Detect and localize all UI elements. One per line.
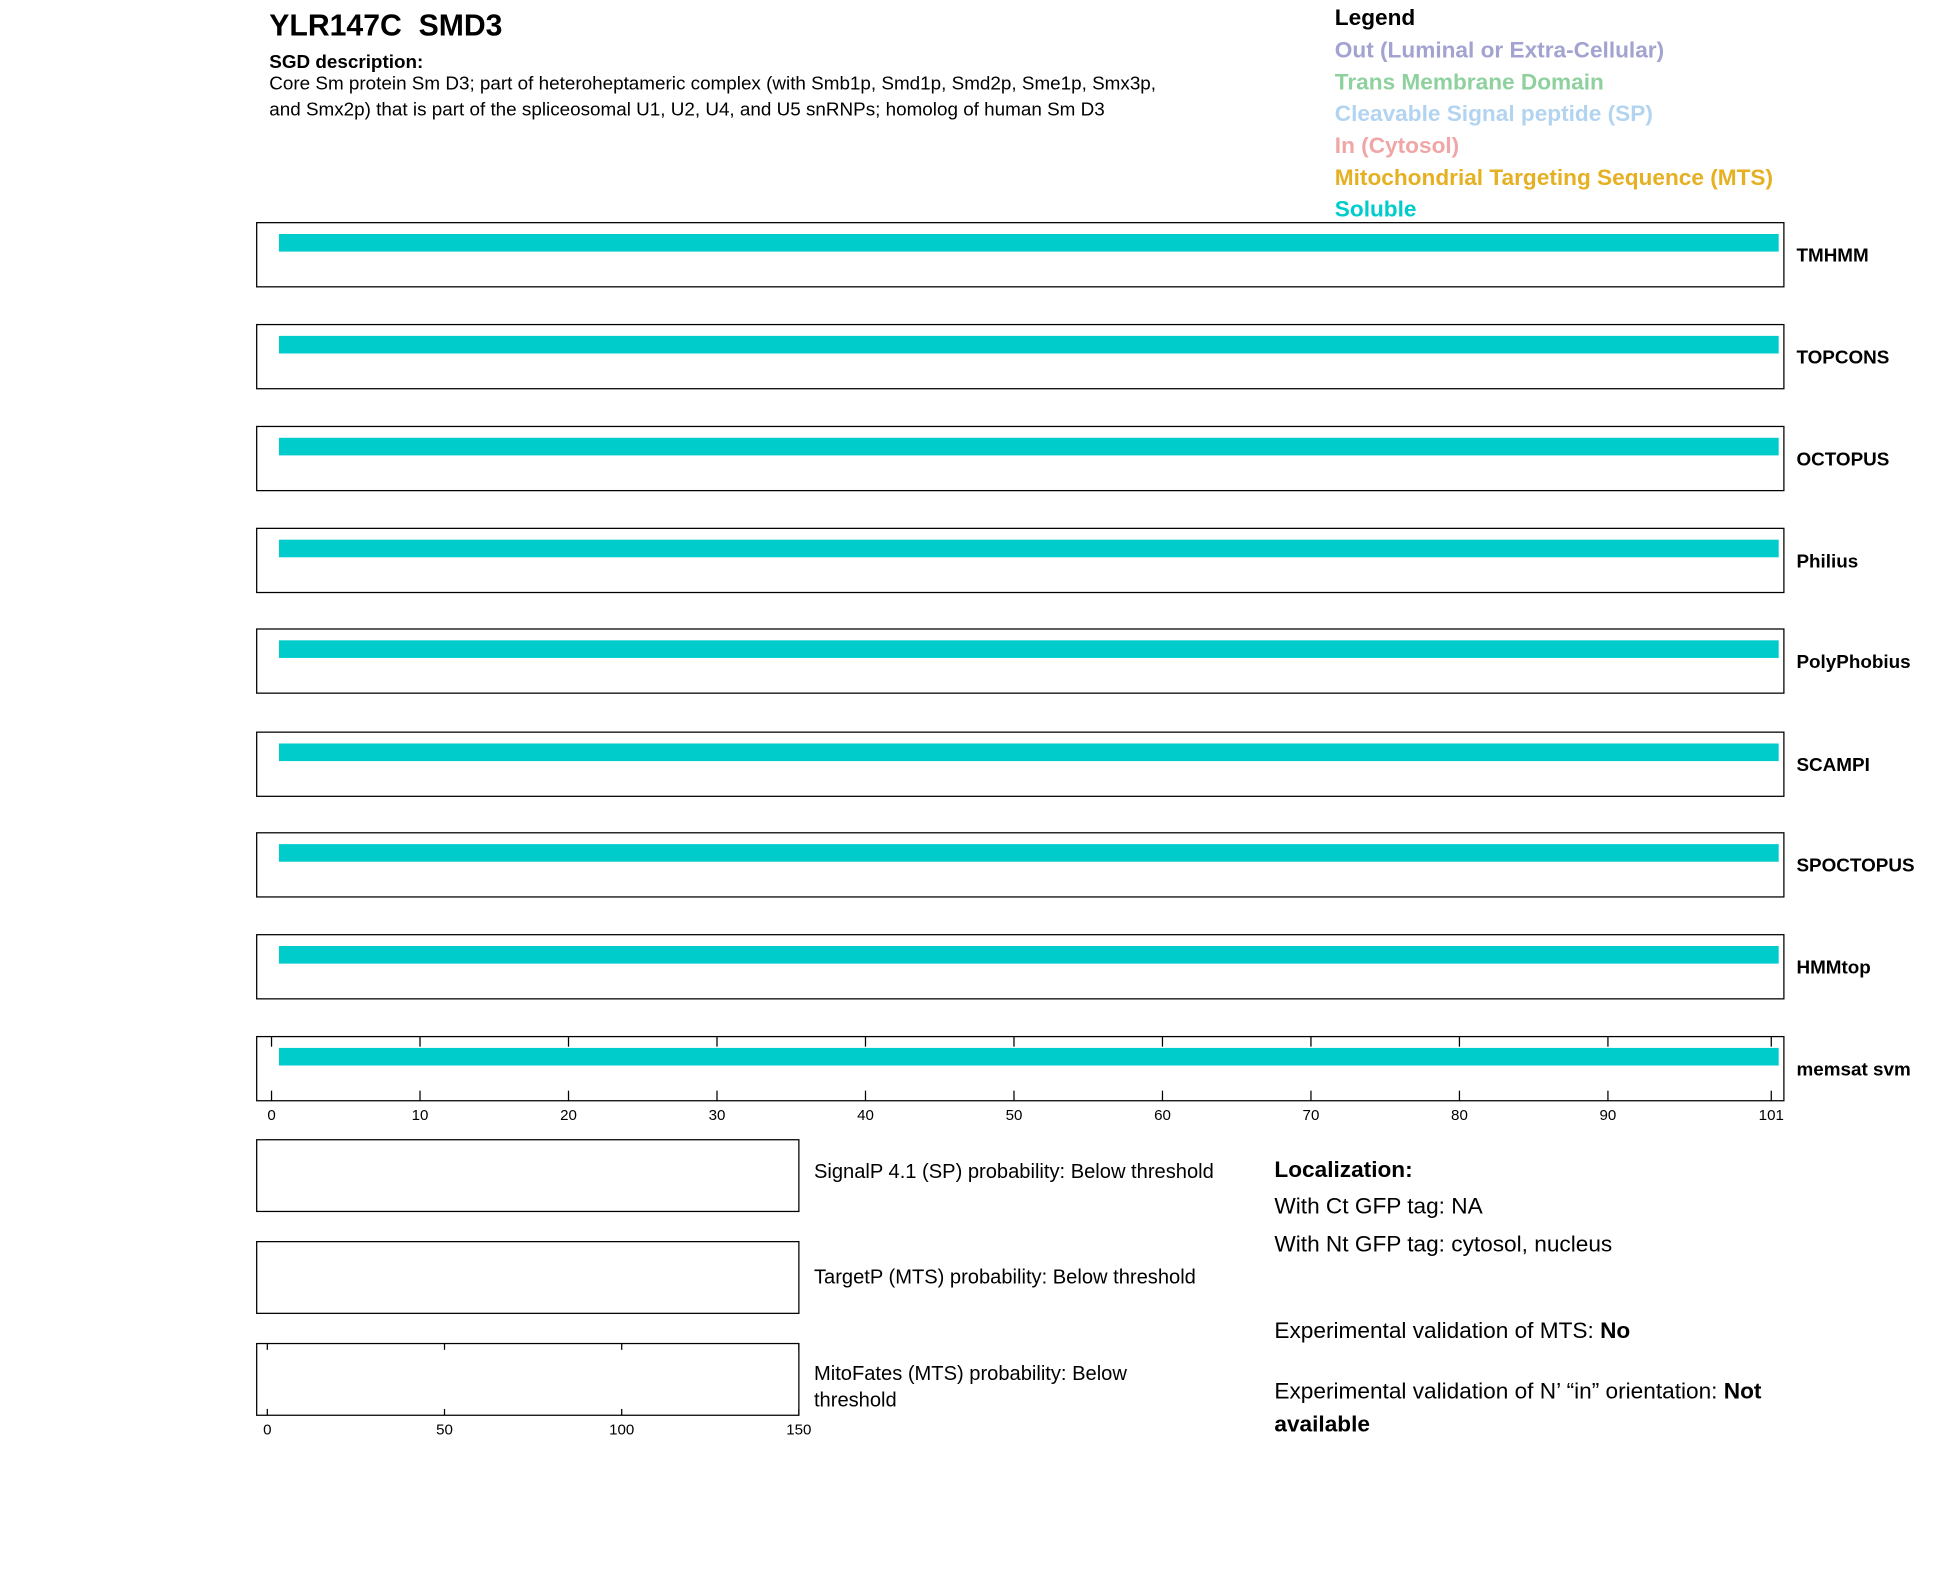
x-tick-label: 10 xyxy=(412,1107,429,1124)
track-frame xyxy=(256,1035,1785,1102)
orientation-validation: Experimental validation of N’ “in” orien… xyxy=(1274,1379,1762,1404)
x-tick-label: 30 xyxy=(709,1107,726,1124)
track-frame xyxy=(256,628,1785,694)
x-tick-label: 20 xyxy=(560,1107,577,1124)
probability-caption: SignalP 4.1 (SP) probability: Below thre… xyxy=(814,1161,1214,1183)
track-frame xyxy=(256,425,1785,492)
segment xyxy=(278,1047,1779,1066)
x-tick-label: 0 xyxy=(267,1107,275,1124)
legend-entry: Trans Membrane Domain xyxy=(1335,69,1604,94)
caption-line: threshold xyxy=(814,1390,897,1412)
x-tick-label: 70 xyxy=(1303,1107,1320,1124)
probability-caption: TargetP (MTS) probability: Below thresho… xyxy=(814,1266,1196,1288)
orientation-label: Experimental validation of N’ “in” orien… xyxy=(1274,1379,1723,1404)
description-line: and Smx2p) that is part of the spliceoso… xyxy=(269,99,1104,120)
mts-validation: Experimental validation of MTS: No xyxy=(1274,1318,1630,1343)
x-tick-label: 60 xyxy=(1154,1107,1171,1124)
segment xyxy=(278,539,1779,558)
legend-entry: Soluble xyxy=(1335,197,1417,222)
track-label: Philius xyxy=(1796,550,1858,571)
mts-label: Experimental validation of MTS: xyxy=(1274,1318,1600,1343)
x-tick-label: 150 xyxy=(786,1421,811,1438)
legend-entry: In (Cytosol) xyxy=(1335,133,1459,158)
legend-title: Legend xyxy=(1335,5,1415,30)
mts-value: No xyxy=(1600,1318,1630,1343)
track-label: TMHMM xyxy=(1796,245,1868,266)
description-heading: SGD description: xyxy=(269,51,423,72)
legend-entry: Out (Luminal or Extra-Cellular) xyxy=(1335,38,1664,63)
track-frame xyxy=(256,731,1785,797)
segment xyxy=(278,743,1779,762)
probability-caption: MitoFates (MTS) probability: Below thresh… xyxy=(814,1363,1127,1411)
x-tick-label: 40 xyxy=(857,1107,874,1124)
x-tick-label: 50 xyxy=(436,1421,453,1438)
caption-line: MitoFates (MTS) probability: Below xyxy=(814,1363,1127,1385)
segment xyxy=(278,335,1779,354)
orientation-value: available xyxy=(1274,1411,1370,1436)
track-label: memsat svm xyxy=(1796,1059,1910,1080)
segment xyxy=(278,946,1779,964)
track-label: SPOCTOPUS xyxy=(1796,855,1914,876)
track-label: SCAMPI xyxy=(1796,754,1869,775)
localization-ct: With Ct GFP tag: NA xyxy=(1274,1194,1483,1219)
x-tick-label: 90 xyxy=(1600,1107,1617,1124)
legend-entry: Cleavable Signal peptide (SP) xyxy=(1335,101,1653,126)
x-tick-label: 50 xyxy=(1006,1107,1023,1124)
track-label: OCTOPUS xyxy=(1796,448,1889,469)
probability-frame xyxy=(256,1139,800,1213)
probability-frame xyxy=(256,1342,800,1416)
track-frame xyxy=(256,323,1785,390)
x-tick-label: 100 xyxy=(609,1421,634,1438)
x-tick-label: 0 xyxy=(263,1421,271,1438)
description-line: Core Sm protein Sm D3; part of heterohep… xyxy=(269,72,1156,93)
track-frame xyxy=(256,527,1785,594)
localization-nt: With Nt GFP tag: cytosol, nucleus xyxy=(1274,1231,1612,1256)
segment xyxy=(278,640,1779,658)
track-label: TOPCONS xyxy=(1796,347,1889,368)
probability-frame xyxy=(256,1241,800,1314)
legend-entry: Mitochondrial Targeting Sequence (MTS) xyxy=(1335,165,1773,190)
orientation-value: Not xyxy=(1724,1379,1762,1404)
segment xyxy=(278,437,1779,456)
track-frame xyxy=(256,934,1785,1000)
track-label: PolyPhobius xyxy=(1796,651,1910,672)
x-tick-label: 101 xyxy=(1759,1107,1784,1124)
segment xyxy=(278,233,1779,252)
track-frame xyxy=(256,222,1785,288)
track-frame xyxy=(256,832,1785,898)
segment xyxy=(278,844,1779,862)
x-tick-label: 80 xyxy=(1451,1107,1468,1124)
track-label: HMMtop xyxy=(1796,957,1870,978)
localization-title: Localization: xyxy=(1274,1157,1412,1182)
gene-title: YLR147C SMD3 xyxy=(269,10,502,43)
